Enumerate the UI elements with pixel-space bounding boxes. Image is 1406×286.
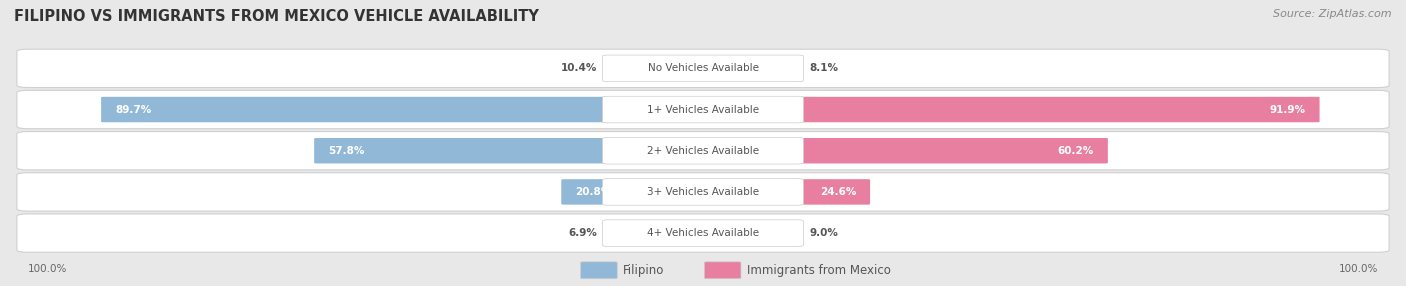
Text: 100.0%: 100.0% (1339, 264, 1378, 274)
FancyBboxPatch shape (704, 262, 741, 279)
Text: Immigrants from Mexico: Immigrants from Mexico (747, 264, 890, 277)
FancyBboxPatch shape (314, 138, 612, 164)
Text: 10.4%: 10.4% (561, 63, 596, 74)
Text: 6.9%: 6.9% (568, 228, 596, 238)
Text: 8.1%: 8.1% (810, 63, 838, 74)
FancyBboxPatch shape (796, 97, 1320, 122)
FancyBboxPatch shape (796, 138, 1108, 164)
Text: 9.0%: 9.0% (810, 228, 838, 238)
FancyBboxPatch shape (796, 179, 870, 205)
FancyBboxPatch shape (603, 220, 804, 247)
Text: Source: ZipAtlas.com: Source: ZipAtlas.com (1274, 9, 1392, 19)
FancyBboxPatch shape (581, 262, 617, 279)
Text: 20.8%: 20.8% (575, 187, 612, 197)
Text: 60.2%: 60.2% (1057, 146, 1094, 156)
Text: 91.9%: 91.9% (1270, 105, 1306, 115)
FancyBboxPatch shape (17, 132, 1389, 170)
FancyBboxPatch shape (603, 96, 804, 123)
Text: FILIPINO VS IMMIGRANTS FROM MEXICO VEHICLE AVAILABILITY: FILIPINO VS IMMIGRANTS FROM MEXICO VEHIC… (14, 9, 538, 23)
Text: 2+ Vehicles Available: 2+ Vehicles Available (647, 146, 759, 156)
FancyBboxPatch shape (17, 49, 1389, 88)
FancyBboxPatch shape (603, 179, 804, 205)
FancyBboxPatch shape (17, 90, 1389, 129)
FancyBboxPatch shape (561, 179, 612, 205)
Text: 89.7%: 89.7% (115, 105, 152, 115)
FancyBboxPatch shape (17, 173, 1389, 211)
Text: Filipino: Filipino (623, 264, 664, 277)
Text: 24.6%: 24.6% (820, 187, 856, 197)
FancyBboxPatch shape (603, 55, 804, 82)
Text: 3+ Vehicles Available: 3+ Vehicles Available (647, 187, 759, 197)
FancyBboxPatch shape (17, 214, 1389, 252)
FancyBboxPatch shape (603, 138, 804, 164)
Text: No Vehicles Available: No Vehicles Available (648, 63, 758, 74)
FancyBboxPatch shape (101, 97, 612, 122)
Text: 1+ Vehicles Available: 1+ Vehicles Available (647, 105, 759, 115)
Text: 57.8%: 57.8% (328, 146, 364, 156)
Text: 100.0%: 100.0% (28, 264, 67, 274)
Text: 4+ Vehicles Available: 4+ Vehicles Available (647, 228, 759, 238)
